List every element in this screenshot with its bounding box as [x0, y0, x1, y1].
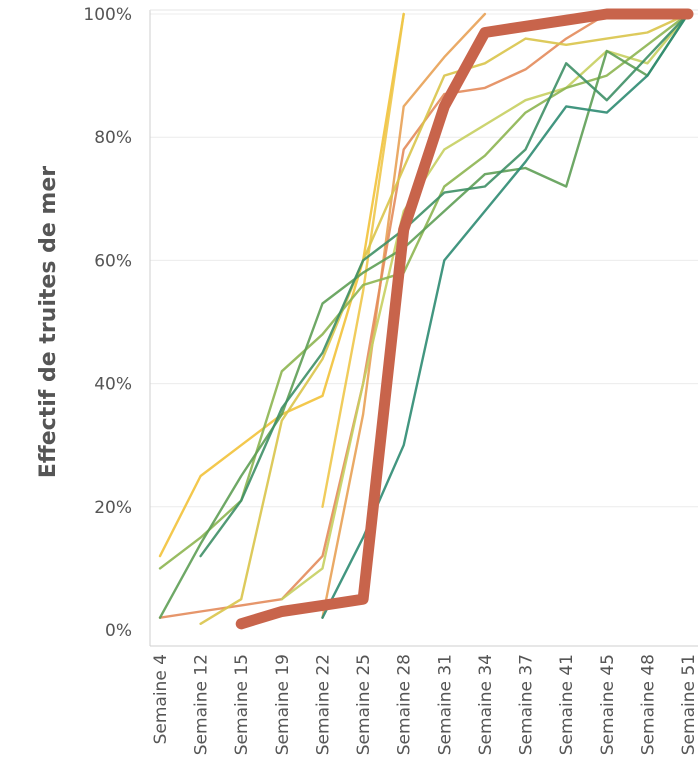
- series-line: [321, 12, 405, 508]
- y-tick-labels: 0% 20% 40% 60% 80% 100%: [83, 5, 132, 641]
- series-line: [321, 12, 690, 619]
- y-tick-label: 40%: [94, 375, 132, 395]
- y-tick-label: 0%: [105, 621, 132, 641]
- x-tick-label: Semaine 4: [151, 654, 171, 744]
- gridlines: [150, 13, 698, 508]
- x-tick-label: Semaine 37: [517, 654, 537, 755]
- series-line: [199, 12, 690, 558]
- series-line: [199, 12, 690, 625]
- x-tick-label: Semaine 41: [557, 654, 577, 755]
- x-tick-label: Semaine 28: [395, 654, 415, 755]
- y-tick-label: 100%: [83, 5, 132, 25]
- x-tick-label: Semaine 19: [273, 654, 293, 755]
- series-line: [158, 12, 690, 619]
- x-tick-label: Semaine 48: [638, 654, 658, 755]
- series-line: [158, 12, 405, 558]
- x-tick-label: Semaine 51: [679, 654, 698, 755]
- y-axis-label: Effectif de truites de mer: [36, 166, 61, 478]
- x-tick-label: Semaine 31: [435, 654, 455, 755]
- x-tick-label: Semaine 45: [598, 654, 618, 755]
- series-line: [321, 12, 487, 619]
- x-tick-label: Semaine 22: [313, 654, 333, 755]
- y-tick-label: 60%: [94, 251, 132, 271]
- x-tick-label: Semaine 25: [354, 654, 374, 755]
- x-tick-label: Semaine 12: [192, 654, 212, 755]
- series-line: [280, 12, 690, 601]
- series-line-highlighted: [235, 8, 694, 630]
- y-tick-label: 20%: [94, 498, 132, 518]
- x-tick-labels: Semaine 4 Semaine 12 Semaine 15 Semaine 19 S…: [151, 654, 698, 755]
- x-tick-label: Semaine 34: [476, 654, 496, 755]
- y-tick-label: 80%: [94, 128, 132, 148]
- series-lines: [158, 8, 694, 630]
- x-tick-label: Semaine 15: [232, 654, 252, 755]
- series-line: [158, 12, 690, 619]
